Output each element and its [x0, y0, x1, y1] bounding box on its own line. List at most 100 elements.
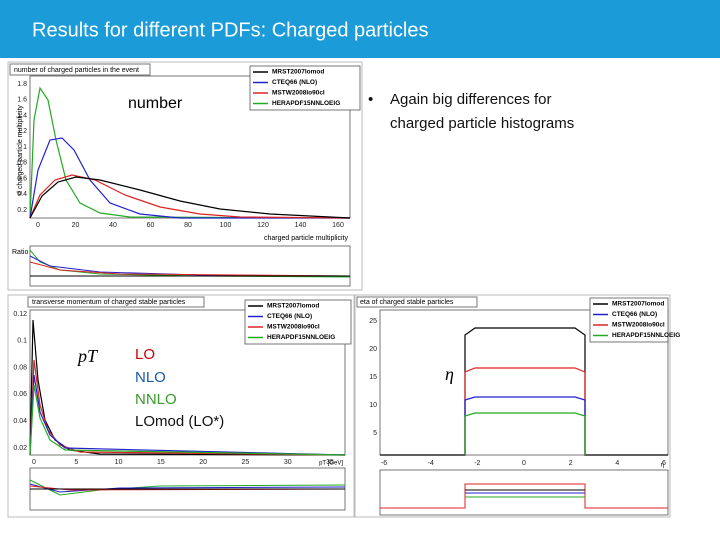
curve-blue	[464, 396, 586, 455]
x-tick-label: 2	[569, 460, 573, 467]
plot-number: number of charged particles in the event…	[7, 61, 363, 291]
y-tick-label: 15	[369, 374, 377, 381]
x-tick-label: 30	[284, 459, 292, 466]
title-bar	[0, 0, 720, 58]
x-tick-label: -2	[474, 460, 480, 467]
y-tick-label: 25	[369, 318, 377, 325]
overlay-label: number	[128, 95, 183, 112]
legend-label: HERAPDF15NNLOEIG	[272, 100, 340, 107]
x-tick-label: 140	[295, 222, 307, 229]
x-tick-label: 60	[147, 222, 155, 229]
y-tick-label: 1.6	[17, 97, 27, 104]
x-tick-label: 25	[242, 459, 250, 466]
ratio-label: Ratio	[12, 249, 28, 256]
x-tick-label: 0	[36, 222, 40, 229]
overlay-label: pT	[76, 346, 99, 366]
y-tick-label: 0.4	[17, 191, 27, 198]
x-tick-label: 4	[615, 460, 619, 467]
x-tick-label: 20	[72, 222, 80, 229]
legend-label: CTEQ66 (NLO)	[612, 311, 657, 318]
order-label: LOmod (LO*)	[135, 413, 224, 430]
legend-box	[244, 299, 352, 345]
y-tick-label: 5	[373, 430, 377, 437]
bullet-line: Again big differences for	[390, 91, 552, 108]
legend-label: MSTW2008lo90cl	[267, 324, 320, 331]
curve-green	[464, 412, 586, 455]
y-tick-label: 1	[23, 144, 27, 151]
y-tick-label: 10	[369, 402, 377, 409]
curve-black	[29, 176, 351, 219]
ratio-red	[29, 261, 351, 277]
legend-box	[249, 65, 361, 111]
slide-title: Results for different PDFs: Charged part…	[32, 19, 428, 41]
order-label: NLO	[135, 369, 166, 386]
plot-pt: transverse momentum of charged stable pa…	[7, 294, 355, 518]
legend-label: MRST2007lomod	[612, 301, 664, 308]
ratio-frame	[29, 245, 351, 287]
y-tick-label: 1.4	[17, 112, 27, 119]
legend-label: MRST2007lomod	[267, 303, 319, 310]
order-label: LO	[135, 346, 155, 363]
x-label: η	[661, 463, 664, 469]
order-label: NNLO	[135, 391, 177, 408]
legend-label: MSTW2008lo90cl	[272, 90, 325, 97]
x-tick-label: 0	[522, 460, 526, 467]
legend-label: CTEQ66 (NLO)	[272, 79, 317, 86]
legend-box	[589, 297, 669, 343]
curve-green	[29, 384, 346, 456]
curve-red	[464, 367, 586, 455]
overlay-label: η	[445, 364, 454, 384]
plot-title: number of charged particles in the event	[14, 67, 139, 74]
x-tick-label: 80	[184, 222, 192, 229]
x-tick-label: 0	[32, 459, 36, 466]
x-tick-label: 100	[220, 222, 232, 229]
curve-blue	[29, 137, 350, 219]
legend-label: MSTW2008lo90cl	[612, 322, 665, 329]
y-tick-label: 1.8	[17, 81, 27, 88]
x-label: pT [GeV]	[319, 461, 343, 467]
ratio-frame	[379, 469, 669, 516]
plot-title-box	[27, 296, 205, 308]
plot-title: eta of charged stable particles	[360, 299, 454, 306]
legend-label: HERAPDF15NNLOEIG	[612, 332, 680, 339]
curve-green	[29, 86, 351, 219]
axes-frame	[379, 309, 669, 456]
y-tick-label: 0.02	[13, 445, 27, 452]
y-tick-label: 0.8	[17, 160, 27, 167]
plot-title: transverse momentum of charged stable pa…	[32, 299, 186, 306]
x-tick-label: 15	[157, 459, 165, 466]
x-tick-label: 120	[257, 222, 269, 229]
y-tick-label: 0.08	[13, 364, 27, 371]
legend-label: MRST2007lomod	[272, 69, 324, 76]
x-tick-label: 40	[109, 222, 117, 229]
x-tick-label: -6	[381, 460, 387, 467]
y-tick-label: 0.04	[13, 418, 27, 425]
plot-eta: eta of charged stable particles η η MRST…	[354, 294, 680, 518]
x-tick-label: 35	[326, 459, 334, 466]
x-label: charged particle multiplicity	[264, 235, 349, 242]
legend-label: HERAPDF15NNLOEIG	[267, 334, 335, 341]
plot-title-box	[356, 296, 478, 308]
y-tick-label: 0.12	[13, 311, 27, 318]
x-tick-label: 5	[74, 459, 78, 466]
bullet-text: Again big differences for charged partic…	[390, 91, 574, 132]
y-tick-label: 0.06	[13, 391, 27, 398]
y-label: d charged particle multiplicity	[17, 105, 24, 195]
y-tick-label: 0.2	[17, 207, 27, 214]
bullet-mark: •	[368, 91, 373, 108]
x-tick-label: 10	[115, 459, 123, 466]
bullet-line: charged particle histograms	[390, 115, 574, 132]
axes-frame	[29, 309, 346, 456]
x-tick-label: 6	[662, 460, 666, 467]
y-tick-label: 1.2	[17, 128, 27, 135]
y-tick-label: 0.1	[17, 338, 27, 345]
legend-label: CTEQ66 (NLO)	[267, 313, 312, 320]
ratio-red	[380, 483, 668, 509]
curve-red	[29, 174, 351, 219]
curve-black	[29, 319, 346, 456]
plot-title-box	[9, 63, 151, 76]
y-tick-label: 20	[369, 346, 377, 353]
x-tick-label: 20	[199, 459, 207, 466]
y-tick-label: 0.6	[17, 175, 27, 182]
